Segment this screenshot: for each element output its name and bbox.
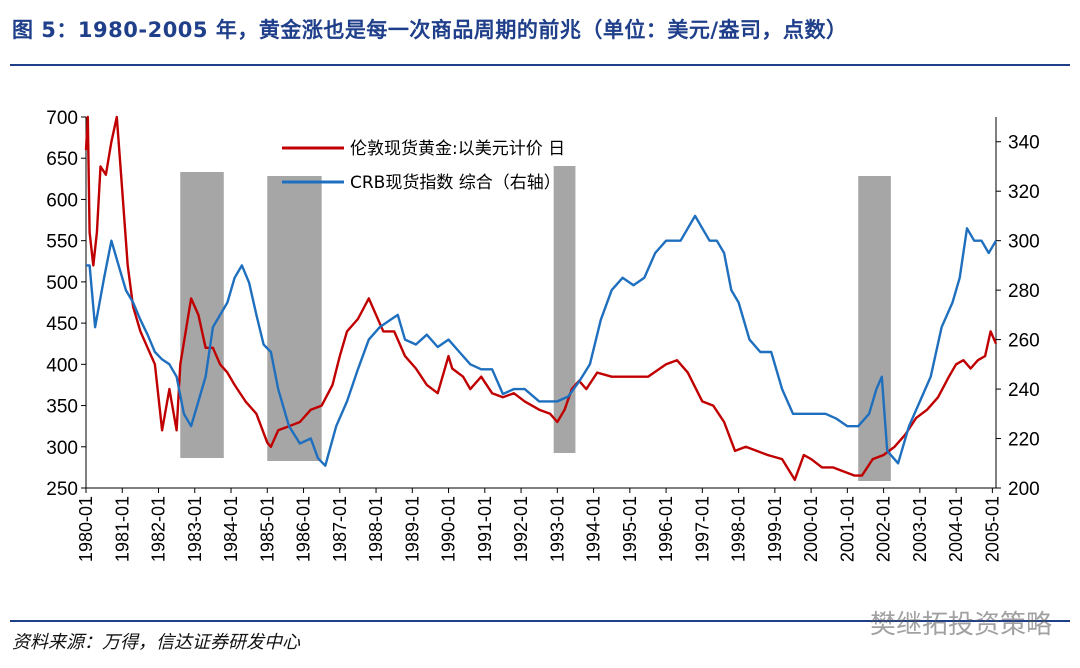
- y-right-tick-label: 220: [1008, 430, 1040, 451]
- x-tick-label: 2000-01: [801, 496, 821, 562]
- shaded-period: [180, 172, 224, 458]
- x-tick-label: 2003-01: [910, 496, 930, 562]
- y-left-tick-label: 450: [46, 314, 78, 335]
- y-right-tick-label: 260: [1008, 331, 1040, 352]
- gold-price-line: [84, 115, 998, 481]
- y-right-tick-label: 280: [1008, 281, 1040, 302]
- title-divider: [10, 64, 1070, 66]
- x-tick-label: 1996-01: [656, 496, 676, 562]
- x-tick-label: 1986-01: [294, 496, 314, 562]
- source-divider: [10, 620, 1070, 622]
- x-tick-label: 2001-01: [837, 496, 857, 562]
- chart: 250 300 350 400 450 500 550 600 650 700 200 220 240 2…: [46, 108, 1039, 562]
- y-right-tick-label: 240: [1008, 380, 1040, 401]
- source-note: 资料来源：万得，信达证券研发中心: [12, 632, 300, 653]
- y-left-tick-label: 550: [46, 232, 78, 253]
- y-left-tick-label: 400: [46, 355, 78, 376]
- x-tick-label: 1987-01: [330, 496, 350, 562]
- x-tick-label: 1984-01: [221, 496, 241, 562]
- axes: 250 300 350 400 450 500 550 600 650 700 200 220 240 2…: [46, 108, 1039, 562]
- shaded-periods: [180, 166, 891, 481]
- x-tick-label: 1998-01: [729, 496, 749, 562]
- x-tick-label: 2004-01: [946, 496, 966, 562]
- y-right-tick-label: 320: [1008, 182, 1040, 203]
- x-tick-label: 1993-01: [547, 496, 567, 562]
- x-tick-label: 1989-01: [402, 496, 422, 562]
- x-tick-label: 1980-01: [76, 496, 96, 562]
- legend-entry: 伦敦现货黄金:以美元计价 日: [350, 139, 565, 159]
- x-tick-label: 1994-01: [584, 496, 604, 562]
- y-right-tick-label: 340: [1008, 133, 1040, 154]
- x-tick-label: 1999-01: [765, 496, 785, 562]
- x-tick-label: 1988-01: [366, 496, 386, 562]
- legend: 伦敦现货黄金:以美元计价 日 CRB现货指数 综合（右轴）: [282, 139, 565, 193]
- x-tick-label: 1997-01: [692, 496, 712, 562]
- x-tick-label: 1992-01: [511, 496, 531, 562]
- shaded-period: [267, 176, 322, 461]
- crb-index-line: [86, 214, 998, 467]
- x-tick-label: 2005-01: [982, 496, 1002, 562]
- y-left-tick-label: 650: [46, 149, 78, 170]
- x-tick-label: 1995-01: [620, 496, 640, 562]
- y-right-tick-label: 200: [1008, 479, 1040, 500]
- y-right-tick-label: 300: [1008, 232, 1040, 253]
- y-left-tick-label: 300: [46, 438, 78, 459]
- shaded-period: [553, 166, 576, 453]
- x-tick-label: 1990-01: [439, 496, 459, 562]
- x-tick-label: 1982-01: [149, 496, 169, 562]
- x-tick-label: 2002-01: [874, 496, 894, 562]
- x-tick-label: 1981-01: [112, 496, 132, 562]
- x-tick-label: 1991-01: [475, 496, 495, 562]
- x-tick-label: 1983-01: [185, 496, 205, 562]
- y-left-tick-label: 250: [46, 479, 78, 500]
- y-left-tick-label: 600: [46, 190, 78, 211]
- chart-title: 图 5：1980-2005 年，黄金涨也是每一次商品周期的前兆（单位：美元/盎司…: [12, 18, 848, 42]
- y-left-tick-label: 500: [46, 273, 78, 294]
- x-tick-label: 1985-01: [257, 496, 277, 562]
- y-left-tick-label: 700: [46, 108, 78, 129]
- series-lines: [84, 115, 998, 481]
- legend-entry: CRB现货指数 综合（右轴）: [350, 173, 561, 193]
- watermark: 樊继拓投资策略: [869, 610, 1052, 640]
- y-left-tick-label: 350: [46, 397, 78, 418]
